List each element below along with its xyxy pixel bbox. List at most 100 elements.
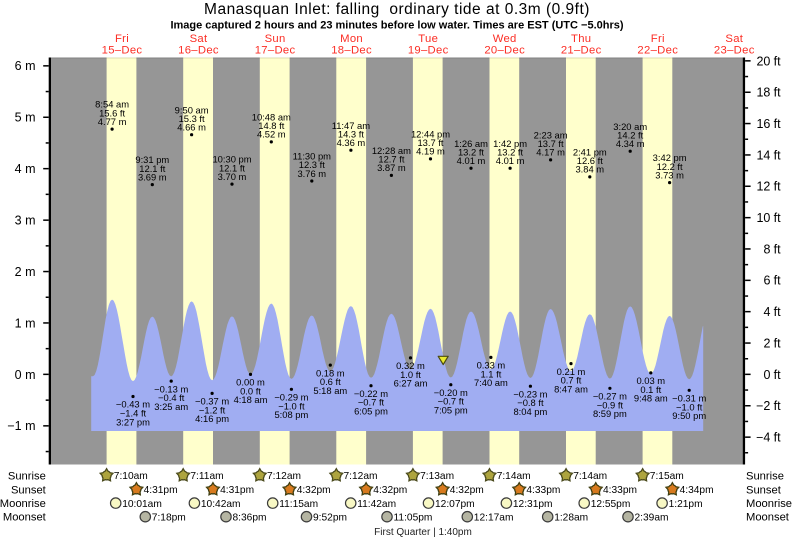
svg-text:4.66 m: 4.66 m — [177, 122, 206, 133]
svg-text:Thu: Thu — [571, 33, 591, 45]
svg-text:Moonrise: Moonrise — [746, 498, 792, 510]
svg-text:22–Dec: 22–Dec — [637, 44, 678, 56]
svg-text:2:23 am: 2:23 am — [534, 130, 568, 141]
svg-text:20–Dec: 20–Dec — [484, 44, 525, 56]
svg-text:7:12am: 7:12am — [267, 471, 301, 482]
svg-text:12.7 ft: 12.7 ft — [378, 154, 404, 165]
svg-text:Fri: Fri — [115, 33, 129, 45]
svg-text:10:30 pm: 10:30 pm — [212, 154, 251, 165]
svg-text:2:39am: 2:39am — [635, 513, 669, 524]
svg-text:2 m: 2 m — [15, 265, 36, 279]
svg-text:4:33pm: 4:33pm — [526, 485, 560, 496]
svg-text:−1.0 ft: −1.0 ft — [278, 400, 305, 411]
svg-text:3.87 m: 3.87 m — [377, 162, 406, 173]
svg-text:5 m: 5 m — [15, 111, 36, 125]
svg-text:−4: −4 — [756, 431, 770, 445]
svg-text:−0.9 ft: −0.9 ft — [597, 399, 624, 410]
svg-text:−0.22 m: −0.22 m — [354, 388, 388, 399]
svg-text:7:11am: 7:11am — [190, 471, 223, 482]
svg-text:Sunset: Sunset — [11, 484, 47, 496]
svg-text:12:28 am: 12:28 am — [372, 145, 411, 156]
svg-text:4.01 m: 4.01 m — [457, 155, 486, 166]
svg-text:12.3 ft: 12.3 ft — [299, 159, 325, 170]
svg-text:Sat: Sat — [725, 33, 743, 45]
svg-text:18–Dec: 18–Dec — [331, 44, 372, 56]
svg-text:14.2 ft: 14.2 ft — [617, 129, 643, 140]
svg-text:−1.4 ft: −1.4 ft — [120, 408, 147, 419]
svg-text:11:15am: 11:15am — [279, 499, 318, 510]
svg-text:4.17 m: 4.17 m — [536, 147, 565, 158]
svg-text:11:42am: 11:42am — [357, 499, 396, 510]
svg-text:Sunset: Sunset — [746, 484, 782, 496]
svg-text:7:10am: 7:10am — [114, 471, 148, 482]
svg-text:0.1 ft: 0.1 ft — [640, 384, 661, 395]
svg-text:9:31 pm: 9:31 pm — [135, 154, 169, 165]
svg-text:13.7 ft: 13.7 ft — [417, 137, 443, 148]
svg-text:3.73 m: 3.73 m — [655, 169, 684, 180]
svg-text:4.01 m: 4.01 m — [496, 155, 525, 166]
svg-text:ft: ft — [774, 86, 781, 100]
svg-text:13.2 ft: 13.2 ft — [497, 146, 523, 157]
svg-text:Wed: Wed — [493, 33, 517, 45]
svg-text:−0.7 ft: −0.7 ft — [358, 397, 385, 408]
svg-text:10:01am: 10:01am — [122, 499, 162, 510]
svg-text:9:52pm: 9:52pm — [313, 513, 347, 524]
svg-text:13.2 ft: 13.2 ft — [458, 146, 484, 157]
svg-text:12:31pm: 12:31pm — [513, 499, 553, 510]
svg-text:−1 m: −1 m — [7, 419, 35, 433]
svg-text:14.3 ft: 14.3 ft — [338, 128, 364, 139]
svg-text:3.69 m: 3.69 m — [138, 171, 167, 182]
svg-text:ft: ft — [774, 211, 781, 225]
svg-text:9:50 am: 9:50 am — [175, 104, 209, 115]
svg-text:3.84 m: 3.84 m — [575, 164, 604, 175]
svg-text:0.7 ft: 0.7 ft — [561, 375, 582, 386]
svg-text:8:04 pm: 8:04 pm — [513, 406, 547, 417]
svg-text:1:21pm: 1:21pm — [669, 499, 703, 510]
svg-text:ft: ft — [774, 148, 781, 162]
svg-text:ft: ft — [774, 180, 781, 194]
svg-text:7:14am: 7:14am — [573, 471, 607, 482]
svg-text:−0.4 ft: −0.4 ft — [158, 392, 185, 403]
svg-text:10:42am: 10:42am — [201, 499, 241, 510]
svg-text:0.00 m: 0.00 m — [236, 377, 265, 388]
svg-text:Sat: Sat — [190, 33, 208, 45]
svg-text:Sun: Sun — [265, 33, 286, 45]
svg-text:ft: ft — [774, 242, 781, 256]
svg-text:4.36 m: 4.36 m — [337, 137, 366, 148]
svg-text:First Quarter | 1:40pm: First Quarter | 1:40pm — [374, 527, 472, 538]
svg-text:14.8 ft: 14.8 ft — [258, 120, 284, 131]
svg-text:1:28am: 1:28am — [554, 513, 588, 524]
svg-text:ft: ft — [774, 336, 781, 350]
svg-text:7:18pm: 7:18pm — [152, 513, 186, 524]
svg-text:−0.20 m: −0.20 m — [434, 387, 468, 398]
svg-text:−0.23 m: −0.23 m — [513, 388, 547, 399]
svg-text:12:44 pm: 12:44 pm — [411, 129, 450, 140]
svg-text:4:32pm: 4:32pm — [450, 485, 484, 496]
svg-text:7:15am: 7:15am — [650, 471, 684, 482]
svg-text:−0.37 m: −0.37 m — [195, 396, 229, 407]
svg-text:Mon: Mon — [340, 33, 363, 45]
svg-text:7:14am: 7:14am — [497, 471, 531, 482]
svg-text:3.76 m: 3.76 m — [297, 168, 326, 179]
svg-text:8: 8 — [763, 242, 770, 256]
svg-text:5:08 pm: 5:08 pm — [274, 409, 308, 420]
svg-text:4.34 m: 4.34 m — [616, 138, 645, 149]
svg-text:0.03 m: 0.03 m — [636, 375, 665, 386]
svg-text:10: 10 — [756, 211, 770, 225]
svg-text:4:32pm: 4:32pm — [297, 485, 331, 496]
svg-text:0 m: 0 m — [15, 368, 36, 382]
svg-text:3:27 pm: 3:27 pm — [116, 416, 150, 427]
svg-text:12.1 ft: 12.1 ft — [139, 163, 165, 174]
svg-text:12:07pm: 12:07pm — [435, 499, 475, 510]
svg-text:0.21 m: 0.21 m — [557, 366, 586, 377]
svg-text:−0.43 m: −0.43 m — [116, 399, 150, 410]
svg-text:4:16 pm: 4:16 pm — [195, 413, 229, 424]
svg-text:12.2 ft: 12.2 ft — [657, 161, 683, 172]
svg-text:ft: ft — [774, 305, 781, 319]
svg-text:16: 16 — [756, 117, 770, 131]
svg-text:4:34pm: 4:34pm — [680, 485, 714, 496]
svg-text:6:27 am: 6:27 am — [394, 378, 428, 389]
svg-text:Sunrise: Sunrise — [746, 470, 784, 482]
svg-text:15–Dec: 15–Dec — [102, 44, 143, 56]
svg-text:Sunrise: Sunrise — [8, 470, 46, 482]
